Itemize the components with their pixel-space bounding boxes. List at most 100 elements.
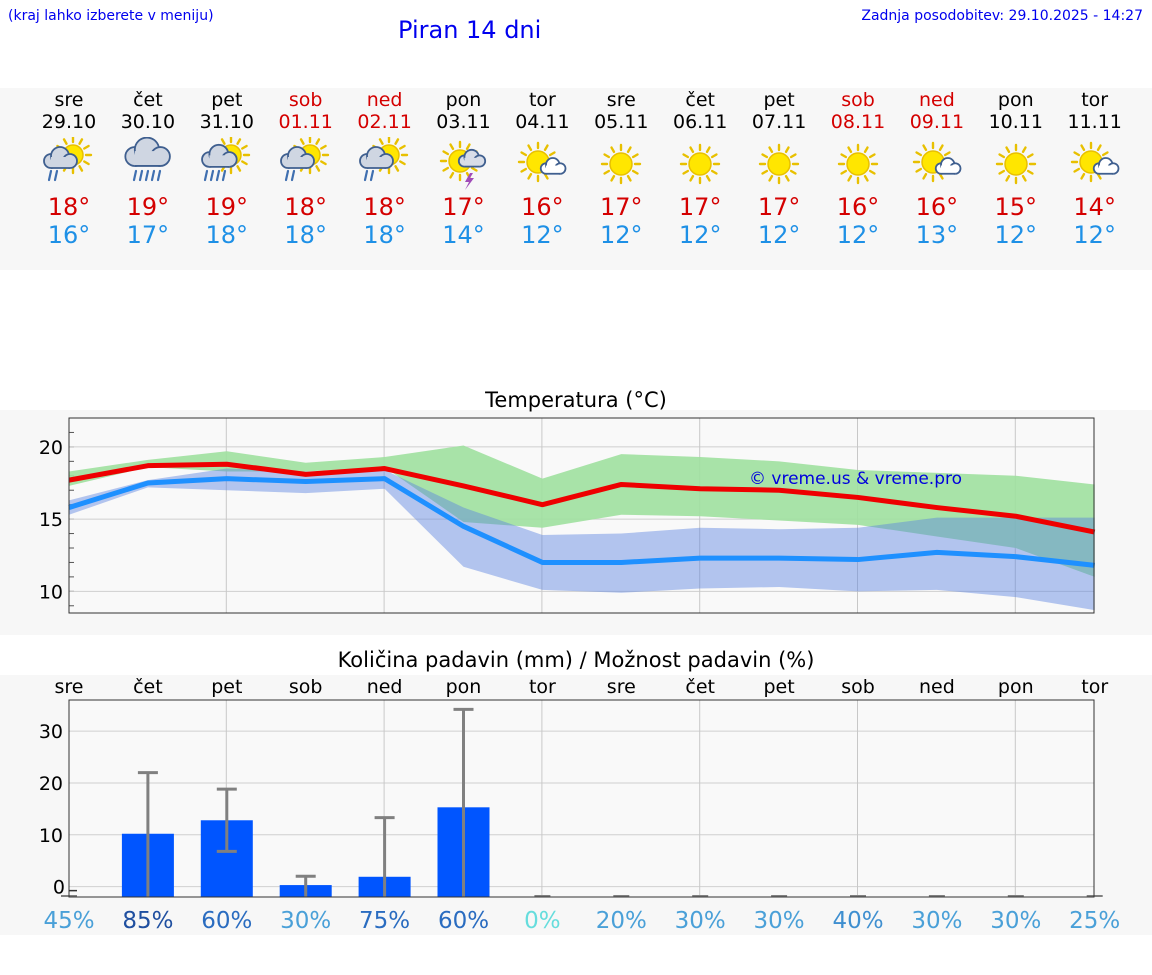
x-day-label: pon — [446, 676, 482, 698]
y-tick-label: 20 — [39, 437, 63, 459]
forecast-strip: sre 29.10 18° 16° čet 30.10 19° 17° pet 31.10 19° 1… — [0, 88, 1152, 270]
precip-chart-title: Količina padavin (mm) / Možnost padavin … — [337, 648, 815, 672]
max-temperature: 18° — [363, 193, 406, 221]
heavy-rain-cloud-icon — [118, 136, 178, 191]
day-date: 02.11 — [357, 111, 412, 133]
max-temperature: 19° — [205, 193, 249, 221]
temperature-chart: 10 15 20 © vreme.us & vreme.pro — [39, 417, 1096, 614]
forecast-day: čet 06.11 17° 12° — [660, 88, 740, 249]
max-temperature-line — [68, 461, 1096, 535]
x-day-label: sob — [841, 676, 875, 698]
day-name: pet — [211, 89, 243, 111]
y-tick-label: 0 — [53, 877, 65, 899]
forecast-day: čet 30.10 19° 17° — [108, 88, 188, 249]
forecast-day: ned 02.11 18° 18° — [345, 88, 425, 249]
day-date: 08.11 — [830, 111, 886, 133]
max-temperature: 16° — [521, 193, 564, 221]
day-date: 30.10 — [120, 111, 176, 133]
max-temperature: 18° — [47, 193, 91, 221]
precip-probability: 30% — [675, 908, 726, 934]
min-temperature: 12° — [678, 221, 722, 249]
x-day-label: pon — [998, 676, 1034, 698]
day-name: sob — [288, 89, 323, 111]
precip-probability: 60% — [201, 908, 252, 934]
day-date: 03.11 — [436, 111, 491, 133]
precip-probability: 85% — [122, 908, 173, 934]
min-temperature: 12° — [994, 221, 1038, 249]
day-date: 05.11 — [594, 111, 649, 133]
forecast-day: pet 31.10 19° 18° — [187, 88, 267, 249]
sun-small-cloud-icon — [1065, 137, 1125, 191]
max-temperature: 18° — [284, 193, 327, 221]
min-temperature-line — [68, 476, 1095, 568]
day-name: sre — [54, 89, 84, 111]
min-temperature: 12° — [757, 221, 801, 249]
max-temperature: 17° — [678, 193, 722, 221]
x-day-label: sre — [607, 676, 636, 698]
sun-small-cloud-icon — [907, 137, 967, 191]
min-temperature: 18° — [284, 221, 327, 249]
max-temperature-band — [69, 445, 1095, 577]
forecast-background — [0, 88, 1152, 270]
x-day-label: čet — [685, 676, 715, 698]
x-day-label: ned — [919, 676, 955, 698]
y-tick-label: 20 — [39, 773, 63, 795]
sun-icon — [591, 137, 651, 191]
day-date: 06.11 — [672, 111, 728, 133]
x-day-label: pet — [763, 676, 794, 698]
sun-lightning-icon — [434, 137, 494, 191]
sun-icon — [828, 137, 888, 191]
day-date: 10.11 — [988, 111, 1043, 133]
precip-probability: 30% — [911, 908, 962, 934]
precipitation-chart: sre čet pet sob ned pon tor sre čet pet sob ned pon t… — [39, 676, 1120, 934]
day-date: 31.10 — [199, 111, 254, 133]
min-temperature: 17° — [126, 221, 170, 249]
precip-probability: 30% — [280, 908, 331, 934]
x-day-label: ned — [367, 676, 403, 698]
day-name: tor — [528, 89, 556, 111]
day-name: čet — [133, 89, 163, 111]
max-temperature: 17° — [442, 193, 485, 221]
min-temperature: 18° — [205, 221, 249, 249]
sun-cloud-rain-icon — [276, 135, 336, 191]
day-date: 09.11 — [909, 111, 965, 133]
min-temperature: 16° — [47, 221, 91, 249]
location-menu-hint: (kraj lahko izberete v meniju) — [8, 8, 214, 24]
y-tick-label: 10 — [39, 825, 63, 847]
sun-cloud-rain-icon — [39, 135, 99, 191]
max-temperature: 17° — [757, 193, 801, 221]
day-name: pon — [997, 89, 1034, 111]
day-name: sob — [841, 89, 875, 111]
precip-probability: 25% — [1069, 908, 1120, 934]
page-title: Piran 14 dni — [398, 16, 542, 44]
sun-cloud-rain-icon — [355, 135, 415, 191]
precip-probability: 75% — [359, 908, 410, 934]
precip-probability: 60% — [438, 908, 489, 934]
day-name: pet — [763, 89, 795, 111]
min-temperature: 13° — [915, 221, 959, 249]
last-update-label: Zadnja posodobitev: 29.10.2025 - 14:27 — [861, 8, 1143, 24]
precip-probability: 20% — [596, 908, 647, 934]
day-date: 04.11 — [515, 111, 570, 133]
y-tick-label: 10 — [39, 581, 63, 603]
forecast-day: pon 03.11 17° 14° — [424, 88, 504, 249]
forecast-day: sre 29.10 18° 16° — [29, 88, 109, 249]
forecast-day: pon 10.11 15° 12° — [976, 88, 1056, 249]
day-date: 01.11 — [278, 111, 333, 133]
precip-probability: 40% — [832, 908, 883, 934]
min-temperature: 14° — [442, 221, 485, 249]
precip-probability: 0% — [524, 908, 561, 934]
max-temperature: 16° — [915, 193, 959, 221]
min-temperature-band — [69, 468, 1095, 611]
day-date: 29.10 — [41, 111, 97, 133]
sun-icon — [749, 137, 809, 191]
min-temperature: 12° — [836, 221, 880, 249]
day-date: 07.11 — [751, 111, 807, 133]
forecast-day: tor 11.11 14° 12° — [1055, 88, 1135, 249]
x-day-label: tor — [1081, 676, 1108, 698]
forecast-day: tor 04.11 16° 12° — [502, 88, 582, 249]
sun-icon — [670, 137, 730, 191]
day-name: ned — [366, 89, 403, 111]
sun-cloud-heavy-rain-icon — [197, 135, 257, 191]
y-tick-label: 15 — [39, 509, 63, 531]
